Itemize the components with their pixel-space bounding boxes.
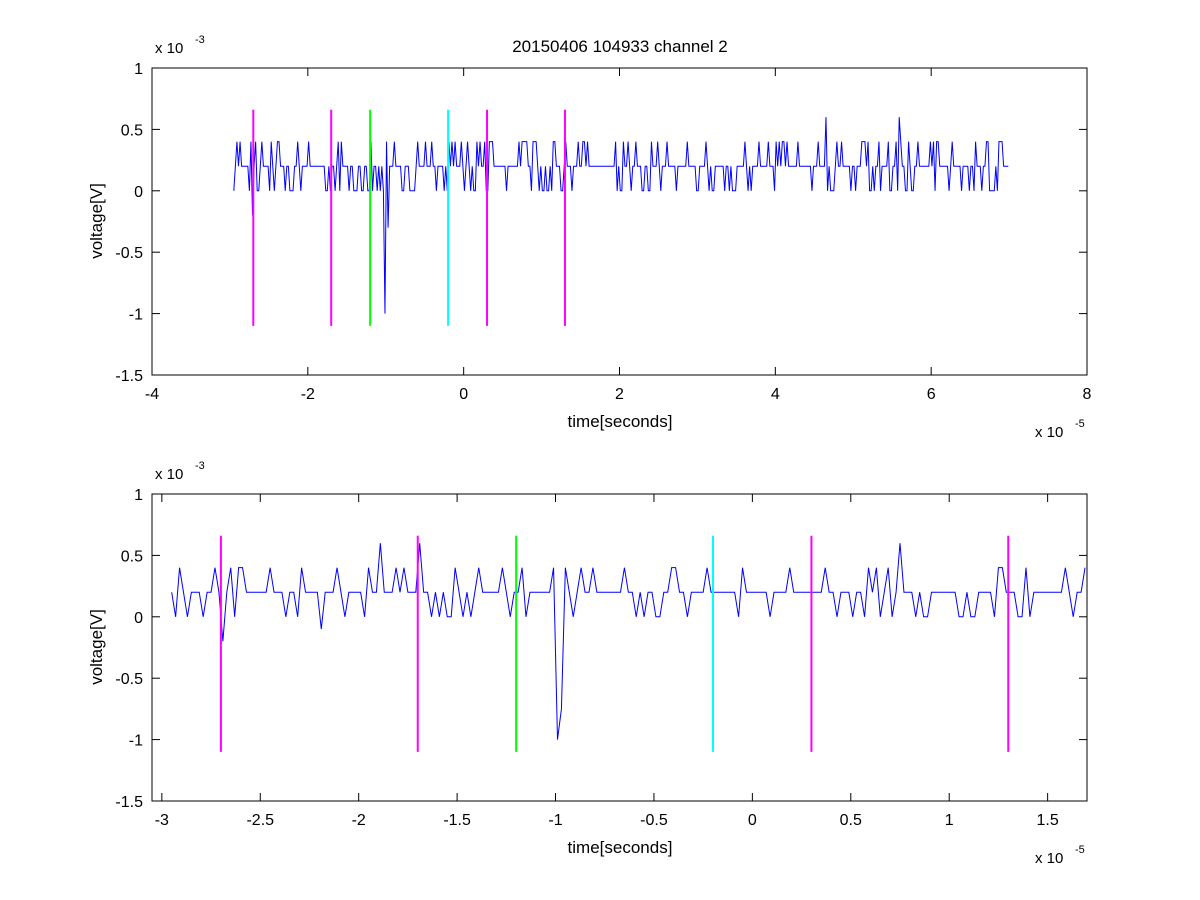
bottom-x-tick-label: -1 [548, 812, 562, 829]
bottom-y-exponent: x 10 -3 [155, 460, 205, 483]
bottom-x-tick-label: -1.5 [443, 812, 471, 829]
top-y-tick-label: 0 [134, 184, 143, 201]
bottom-y-exponent-power: -3 [195, 460, 205, 472]
top-y-tick-label: -1 [129, 307, 143, 324]
bottom-x-tick-label: 0.5 [840, 812, 862, 829]
bottom-y-exponent-base: x 10 [155, 466, 183, 483]
top-y-tick-label: -0.5 [115, 245, 143, 262]
top-plot-area: -4 -2 0 2 4 6 8 -1.5 -1 -0.5 0 0.5 1 [115, 61, 1091, 403]
bottom-y-axis-label: voltage[V] [87, 609, 106, 685]
top-y-exponent: x 10 -3 [155, 34, 205, 57]
top-signal-line [233, 117, 1009, 314]
bottom-y-tick-label: -0.5 [115, 671, 143, 688]
bottom-subplot: x 10 -3 -3 -2.5 -2 -1.5 -1 -0.5 0 0.5 1 1.5 -1.5 -1… [87, 460, 1088, 867]
bottom-x-tick-label: -2 [352, 812, 366, 829]
top-x-tick-label: 0 [459, 386, 468, 403]
top-y-exponent-base: x 10 [155, 40, 183, 57]
bottom-axes-frame [151, 493, 1088, 802]
bottom-y-tick-label: 0.5 [121, 548, 143, 565]
top-y-tick-label: 1 [134, 61, 143, 78]
top-axes-frame [151, 67, 1088, 376]
bottom-x-exponent-power: -5 [1075, 844, 1085, 856]
top-x-tick-label: -4 [145, 386, 159, 403]
top-x-tick-label: 8 [1083, 386, 1092, 403]
bottom-y-tick-label: -1 [129, 733, 143, 750]
top-x-exponent: x 10 -5 [1035, 418, 1085, 441]
bottom-x-axis-label: time[seconds] [568, 838, 673, 857]
top-y-axis-label: voltage[V] [87, 183, 106, 259]
top-x-tick-label: 6 [927, 386, 936, 403]
bottom-x-tick-label: -2.5 [246, 812, 274, 829]
top-y-tick-label: -1.5 [115, 368, 143, 385]
bottom-x-tick-label: 1 [945, 812, 954, 829]
bottom-x-tick-label: -0.5 [640, 812, 668, 829]
bottom-plot-area: -3 -2.5 -2 -1.5 -1 -0.5 0 0.5 1 1.5 -1.5 -1 -0.5 0 0.5… [115, 487, 1088, 829]
figure-title: 20150406 104933 channel 2 [512, 37, 728, 56]
bottom-x-tick-label: 0 [748, 812, 757, 829]
top-x-axis-label: time[seconds] [568, 412, 673, 431]
top-x-exponent-base: x 10 [1035, 424, 1063, 441]
top-y-tick-label: 0.5 [121, 122, 143, 139]
bottom-y-tick-label: 0 [134, 610, 143, 627]
bottom-signal-line [171, 543, 1086, 740]
bottom-x-tick-label: 1.5 [1037, 812, 1059, 829]
bottom-x-tick-label: -3 [155, 812, 169, 829]
top-subplot: 20150406 104933 channel 2 x 10 -3 -4 -2 0 2… [87, 34, 1092, 441]
top-y-exponent-power: -3 [195, 34, 205, 46]
bottom-x-exponent-base: x 10 [1035, 850, 1063, 867]
top-x-tick-label: 2 [615, 386, 624, 403]
top-x-tick-label: 4 [771, 386, 780, 403]
bottom-y-tick-label: 1 [134, 487, 143, 504]
top-x-tick-label: -2 [301, 386, 315, 403]
top-x-exponent-power: -5 [1075, 418, 1085, 430]
bottom-x-exponent: x 10 -5 [1035, 844, 1085, 867]
bottom-y-tick-label: -1.5 [115, 794, 143, 811]
